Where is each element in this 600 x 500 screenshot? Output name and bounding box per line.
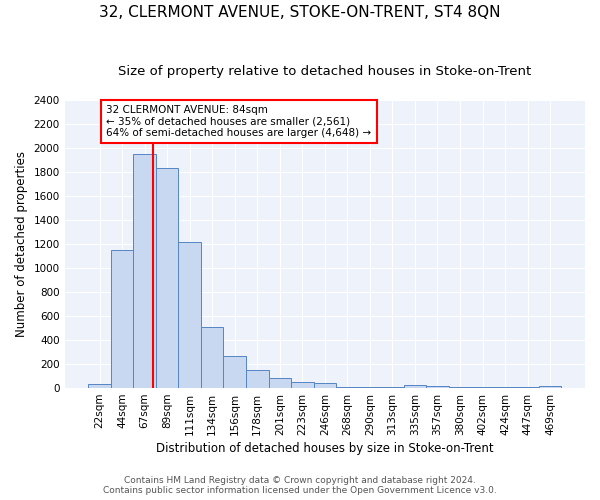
Bar <box>291 382 314 388</box>
Bar <box>426 386 449 388</box>
Bar <box>246 370 269 388</box>
Bar <box>223 356 246 388</box>
Bar <box>133 154 156 388</box>
Bar <box>404 385 426 388</box>
Bar <box>269 378 291 388</box>
Title: Size of property relative to detached houses in Stoke-on-Trent: Size of property relative to detached ho… <box>118 65 532 78</box>
Y-axis label: Number of detached properties: Number of detached properties <box>15 151 28 337</box>
Bar <box>88 384 111 388</box>
Text: Contains HM Land Registry data © Crown copyright and database right 2024.
Contai: Contains HM Land Registry data © Crown c… <box>103 476 497 495</box>
Bar <box>156 168 178 388</box>
X-axis label: Distribution of detached houses by size in Stoke-on-Trent: Distribution of detached houses by size … <box>156 442 494 455</box>
Bar <box>111 250 133 388</box>
Bar <box>539 386 562 388</box>
Bar <box>201 327 223 388</box>
Text: 32 CLERMONT AVENUE: 84sqm
← 35% of detached houses are smaller (2,561)
64% of se: 32 CLERMONT AVENUE: 84sqm ← 35% of detac… <box>106 105 371 138</box>
Text: 32, CLERMONT AVENUE, STOKE-ON-TRENT, ST4 8QN: 32, CLERMONT AVENUE, STOKE-ON-TRENT, ST4… <box>99 5 501 20</box>
Bar <box>178 242 201 388</box>
Bar <box>314 382 336 388</box>
